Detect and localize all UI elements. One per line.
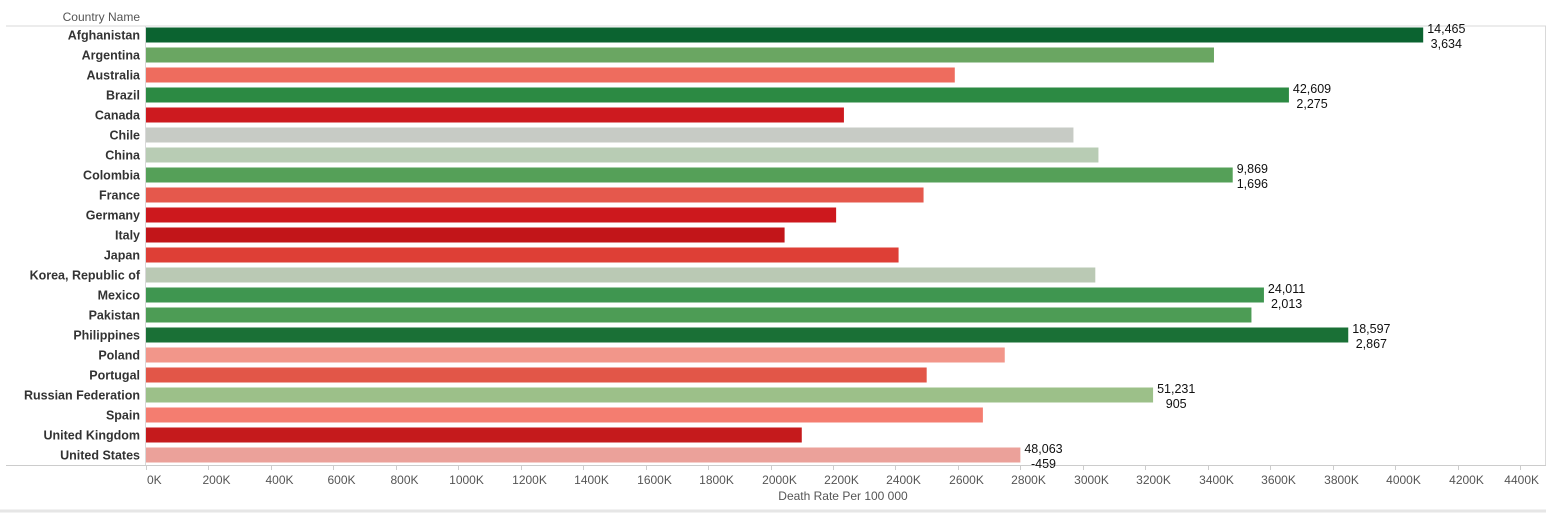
x-tick-label: 2600K <box>949 473 984 487</box>
bars-layer <box>146 27 1424 463</box>
bar-poland[interactable] <box>146 347 1005 363</box>
category-label-spain: Spain <box>106 409 140 423</box>
x-tick-label: 200K <box>202 473 230 487</box>
x-tick-label: 0K <box>147 473 162 487</box>
bar-australia[interactable] <box>146 67 955 83</box>
category-labels: Afghanistan Argentina Australia Brazil Canad… <box>24 29 141 463</box>
data-label-afghanistan-line2: 3,634 <box>1431 37 1462 51</box>
x-tick-label: 1200K <box>512 473 547 487</box>
x-tick-label: 600K <box>327 473 355 487</box>
data-label-mexico-line2: 2,013 <box>1271 297 1302 311</box>
x-tick-label: 400K <box>265 473 293 487</box>
data-labels: 14,4653,63442,6092,2759,8691,69624,0112,… <box>1024 22 1465 471</box>
category-label-pakistan: Pakistan <box>89 309 140 323</box>
data-label-united-states-line1: 48,063 <box>1024 442 1062 456</box>
data-label-russian-federation-line2: 905 <box>1166 397 1187 411</box>
bar-united-states[interactable] <box>146 447 1021 463</box>
x-tick-label: 3400K <box>1199 473 1234 487</box>
x-tick-label: 2400K <box>886 473 921 487</box>
category-label-australia: Australia <box>87 69 142 83</box>
category-label-japan: Japan <box>104 249 140 263</box>
x-axis-ticks: 0K 200K 400K 600K 800K 1000K 1200K 1400K 1600K 18… <box>146 466 1539 487</box>
category-label-chile: Chile <box>109 129 140 143</box>
bar-spain[interactable] <box>146 407 983 423</box>
bar-pakistan[interactable] <box>146 307 1252 323</box>
bar-philippines[interactable] <box>146 327 1349 343</box>
x-tick-label: 800K <box>390 473 418 487</box>
data-label-brazil-line2: 2,275 <box>1296 97 1327 111</box>
bar-chile[interactable] <box>146 127 1074 143</box>
x-tick-label: 2800K <box>1011 473 1046 487</box>
data-label-philippines-line1: 18,597 <box>1352 322 1390 336</box>
category-label-poland: Poland <box>98 349 140 363</box>
data-label-colombia-line1: 9,869 <box>1237 162 1268 176</box>
x-tick-label: 1400K <box>574 473 609 487</box>
data-label-united-states-line2: -459 <box>1031 457 1056 471</box>
bar-korea-republic-of[interactable] <box>146 267 1096 283</box>
category-label-philippines: Philippines <box>73 329 140 343</box>
x-tick-label: 1000K <box>449 473 484 487</box>
data-label-mexico-line1: 24,011 <box>1268 282 1305 296</box>
x-tick-label: 4200K <box>1449 473 1484 487</box>
x-tick-label: 2200K <box>824 473 859 487</box>
category-label-argentina: Argentina <box>82 49 141 63</box>
category-label-germany: Germany <box>86 209 140 223</box>
bar-afghanistan[interactable] <box>146 27 1424 43</box>
bar-colombia[interactable] <box>146 167 1233 183</box>
category-label-italy: Italy <box>115 229 140 243</box>
category-label-colombia: Colombia <box>83 169 141 183</box>
bar-japan[interactable] <box>146 247 899 263</box>
x-tick-label: 4000K <box>1386 473 1421 487</box>
x-tick-label: 2000K <box>762 473 797 487</box>
category-label-korea-republic-of: Korea, Republic of <box>30 269 141 283</box>
category-label-russian-federation: Russian Federation <box>24 389 140 403</box>
column-header: Country Name <box>63 10 141 24</box>
x-tick-label: 3200K <box>1136 473 1171 487</box>
category-label-afghanistan: Afghanistan <box>68 29 140 43</box>
bar-canada[interactable] <box>146 107 844 123</box>
x-axis-title: Death Rate Per 100 000 <box>778 489 908 503</box>
x-tick-label: 3800K <box>1324 473 1359 487</box>
category-label-france: France <box>99 189 140 203</box>
bar-portugal[interactable] <box>146 367 927 383</box>
category-label-china: China <box>105 149 141 163</box>
bar-russian-federation[interactable] <box>146 387 1154 403</box>
bar-brazil[interactable] <box>146 87 1289 103</box>
x-tick-label: 3000K <box>1074 473 1109 487</box>
data-label-russian-federation-line1: 51,231 <box>1157 382 1195 396</box>
category-label-mexico: Mexico <box>98 289 141 303</box>
bar-mexico[interactable] <box>146 287 1264 303</box>
x-tick-label: 4400K <box>1504 473 1539 487</box>
bar-china[interactable] <box>146 147 1099 163</box>
bar-france[interactable] <box>146 187 924 203</box>
category-label-brazil: Brazil <box>106 89 140 103</box>
x-tick-label: 3600K <box>1261 473 1296 487</box>
bar-italy[interactable] <box>146 227 785 243</box>
x-tick-label: 1800K <box>699 473 734 487</box>
category-label-united-states: United States <box>60 449 140 463</box>
category-label-canada: Canada <box>95 109 141 123</box>
bar-argentina[interactable] <box>146 47 1214 63</box>
category-label-portugal: Portugal <box>89 369 140 383</box>
data-label-philippines-line2: 2,867 <box>1356 337 1387 351</box>
data-label-brazil-line1: 42,609 <box>1293 82 1331 96</box>
x-tick-label: 1600K <box>637 473 672 487</box>
category-label-united-kingdom: United Kingdom <box>43 429 140 443</box>
bar-germany[interactable] <box>146 207 837 223</box>
bar-united-kingdom[interactable] <box>146 427 802 443</box>
data-label-colombia-line2: 1,696 <box>1237 177 1268 191</box>
data-label-afghanistan-line1: 14,465 <box>1427 22 1465 36</box>
